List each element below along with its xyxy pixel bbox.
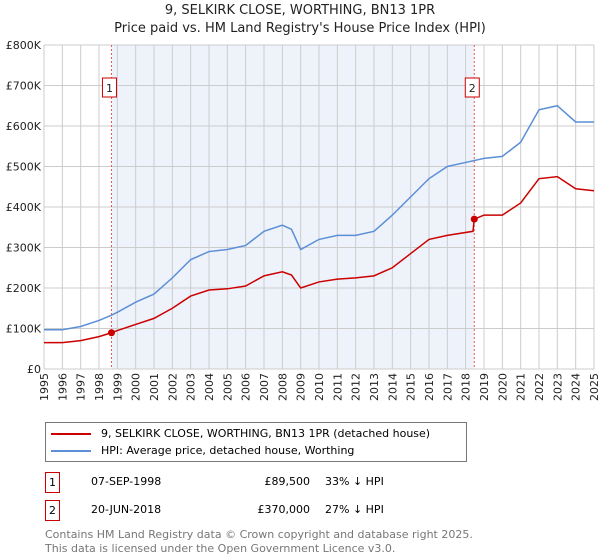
x-tick-label: 2007 <box>258 373 271 401</box>
footer: Contains HM Land Registry data © Crown c… <box>45 528 473 556</box>
x-tick-label: 2015 <box>405 373 418 401</box>
sale-price: £89,500 <box>264 475 311 488</box>
x-tick-label: 2000 <box>130 373 143 401</box>
legend-line-red <box>51 433 91 435</box>
x-tick-label: 2014 <box>386 373 399 401</box>
sale-row: 1 07-SEP-1998 £89,500 33% ↓ HPI <box>45 472 445 493</box>
x-tick-label: 2020 <box>496 373 509 401</box>
sale-marker-label: 1 <box>106 82 113 95</box>
chart-title: 9, SELKIRK CLOSE, WORTHING, BN13 1PR <box>164 3 436 18</box>
hpi-line <box>44 104 594 331</box>
y-tick-label: £0 <box>27 363 41 376</box>
x-tick-label: 1998 <box>93 373 106 401</box>
y-tick-label: £300K <box>6 242 42 255</box>
y-tick-label: £500K <box>6 161 42 174</box>
x-tick-label: 2009 <box>295 373 308 401</box>
x-tick-label: 2017 <box>441 373 454 401</box>
x-tick-label: 1999 <box>111 373 124 401</box>
sale-date: 07-SEP-1998 <box>91 475 162 488</box>
x-tick-label: 2025 <box>588 373 600 401</box>
legend-label: 9, SELKIRK CLOSE, WORTHING, BN13 1PR (de… <box>101 427 431 440</box>
x-tick-label: 2010 <box>313 373 326 401</box>
sale-marker-box <box>464 77 480 98</box>
x-tick-label: 2023 <box>551 373 564 401</box>
x-tick-label: 2024 <box>570 373 583 401</box>
x-tick-label: 2004 <box>203 373 216 401</box>
y-tick-label: £600K <box>6 120 42 133</box>
sale-marker-label: 2 <box>469 82 476 95</box>
y-tick-label: £700K <box>6 80 42 93</box>
property-line <box>44 175 595 344</box>
chart-subtitle: Price paid vs. HM Land Registry's House … <box>114 21 486 36</box>
x-tick-label: 2022 <box>533 373 546 401</box>
legend-line-blue <box>51 450 91 452</box>
x-tick-label: 2001 <box>148 373 161 401</box>
sale-point <box>107 329 115 337</box>
x-tick-label: 2011 <box>331 373 344 401</box>
x-tick-label: 2008 <box>276 373 289 401</box>
x-tick-label: 2019 <box>478 373 491 401</box>
legend-item-hpi: HPI: Average price, detached house, Wort… <box>51 444 354 458</box>
footer-line: This data is licensed under the Open Gov… <box>45 542 396 555</box>
y-tick-label: £400K <box>6 201 42 214</box>
legend-item-property: 9, SELKIRK CLOSE, WORTHING, BN13 1PR (de… <box>51 427 430 441</box>
x-tick-label: 2002 <box>166 373 179 401</box>
y-tick-label: £100K <box>6 323 42 336</box>
price-chart: 1995 1996 1997 1998 1999 2000 2001 2002 2003 2004… <box>6 39 600 401</box>
sale-number: 2 <box>45 500 60 521</box>
x-tick-label: 2021 <box>515 373 528 401</box>
sale-point <box>470 215 478 223</box>
sale-marker-box <box>101 77 117 98</box>
x-tick-label: 1997 <box>75 373 88 401</box>
sale-date: 20-JUN-2018 <box>91 503 162 516</box>
sale-diff: 27% ↓ HPI <box>325 503 384 516</box>
sale-price: £370,000 <box>257 503 311 516</box>
legend: 9, SELKIRK CLOSE, WORTHING, BN13 1PR (de… <box>45 422 467 462</box>
footer-line: Contains HM Land Registry data © Crown c… <box>45 528 473 541</box>
x-tick-label: 2013 <box>368 373 381 401</box>
x-tick-label: 2018 <box>460 373 473 401</box>
sale-diff: 33% ↓ HPI <box>325 475 384 488</box>
x-tick-label: 1995 <box>38 373 51 401</box>
x-tick-label: 2016 <box>423 373 436 401</box>
x-tick-label: 2003 <box>185 373 198 401</box>
sale-number: 1 <box>45 472 60 493</box>
legend-label: HPI: Average price, detached house, Wort… <box>101 444 355 457</box>
x-tick-label: 2006 <box>240 373 253 401</box>
x-tick-label: 1996 <box>56 373 69 401</box>
y-tick-label: £200K <box>6 282 42 295</box>
sale-row: 2 20-JUN-2018 £370,000 27% ↓ HPI <box>45 500 445 521</box>
x-tick-label: 2005 <box>221 373 234 401</box>
y-tick-label: £800K <box>6 39 42 52</box>
x-tick-label: 2012 <box>350 373 363 401</box>
